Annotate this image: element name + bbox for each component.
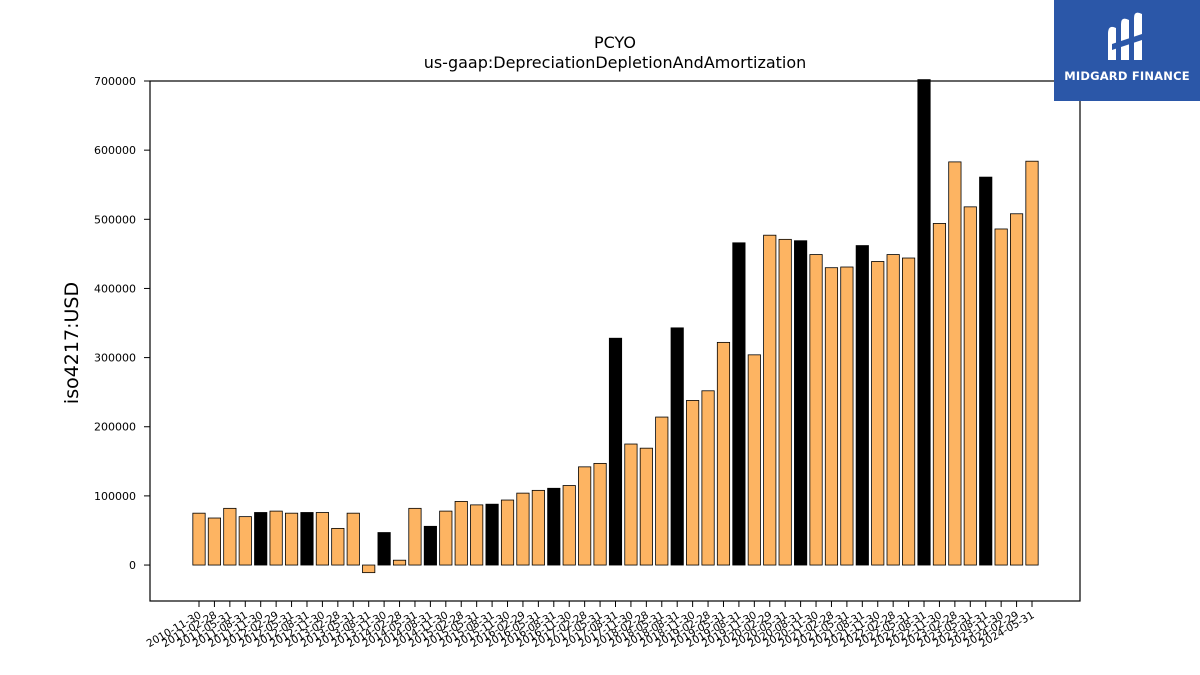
bar-2018-08-31	[670, 327, 684, 566]
bar-2021-02-28	[824, 267, 839, 566]
bar-2017-02-28	[578, 466, 592, 566]
bar-2012-11-30	[315, 512, 329, 566]
bar-2010-11-30	[192, 512, 206, 566]
y-tick-label: 400000	[94, 282, 136, 295]
bar-2013-02-28	[331, 527, 345, 566]
bar-2016-08-31	[547, 487, 561, 566]
bar-2023-02-28	[948, 161, 962, 566]
bar-2022-08-31	[917, 79, 931, 566]
y-tick-label: 300000	[94, 352, 136, 365]
bars-group	[192, 79, 1039, 574]
bar-2018-11-30	[686, 400, 700, 566]
bar-2019-02-28	[701, 390, 715, 566]
y-tick-label: 500000	[94, 213, 136, 226]
bar-2014-02-28	[392, 559, 407, 566]
logo-icon	[1108, 12, 1142, 61]
chart-subtitle: us-gaap:DepreciationDepletionAndAmortiza…	[424, 53, 807, 72]
y-tick-label: 100000	[94, 490, 136, 503]
y-tick-label: 200000	[94, 421, 136, 434]
y-tick-label: 0	[129, 559, 136, 572]
y-axis-label: iso4217:USD	[61, 282, 83, 404]
bar-2021-05-31	[840, 266, 854, 566]
bar-2023-08-31	[979, 176, 993, 566]
bar-2011-02-28	[207, 517, 221, 566]
bar-2015-11-30	[500, 499, 515, 566]
bar-2022-05-31	[902, 257, 916, 566]
bar-2020-02-29	[763, 234, 777, 566]
brand-name: MIDGARD FINANCE	[1064, 69, 1190, 83]
chart-title: PCYO	[594, 33, 636, 52]
bar-2023-05-31	[963, 206, 977, 566]
bar-2014-08-31	[423, 525, 437, 566]
bar-2017-05-31	[593, 462, 607, 566]
bar-2016-02-29	[516, 492, 530, 566]
plot-frame	[149, 80, 1081, 602]
bar-2011-05-31	[223, 507, 237, 566]
bar-2022-11-30	[932, 223, 947, 566]
bar-2019-08-31	[732, 242, 746, 566]
bar-2017-11-30	[624, 443, 638, 566]
bar-2022-02-28	[886, 254, 900, 566]
bar-2024-05-31	[1025, 160, 1039, 566]
bar-2019-05-31	[716, 341, 731, 566]
bar-2020-08-31	[794, 240, 808, 566]
bar-2018-02-28	[639, 447, 653, 566]
y-tick-label: 700000	[94, 75, 136, 88]
bar-2016-11-30	[562, 485, 576, 566]
bar-2020-05-31	[778, 238, 792, 566]
bar-2021-11-30	[871, 261, 885, 566]
bar-2023-11-30	[994, 228, 1008, 566]
bar-2012-02-29	[269, 510, 283, 566]
bar-2015-08-31	[485, 503, 499, 566]
bar-2021-08-31	[855, 245, 869, 566]
bar-2015-02-28	[454, 501, 468, 566]
bar-2016-05-31	[531, 489, 545, 566]
bar-2014-11-30	[439, 510, 453, 566]
bar-2018-05-31	[655, 416, 669, 566]
bar-2017-08-31	[608, 337, 623, 566]
bar-2013-05-31	[346, 512, 360, 566]
bar-2024-02-29	[1010, 213, 1024, 566]
bar-2020-11-30	[809, 254, 823, 566]
x-axis-ticks: 2010-11-302011-02-282011-05-312011-08-31…	[145, 601, 1037, 650]
brand-logo: MIDGARD FINANCE	[1054, 0, 1200, 101]
bar-2012-05-31	[284, 512, 299, 566]
y-tick-label: 600000	[94, 144, 136, 157]
bar-2014-05-31	[408, 507, 422, 566]
bar-2011-11-30	[254, 512, 268, 566]
bar-2011-08-31	[238, 516, 252, 566]
bar-2013-08-31	[362, 564, 376, 574]
bar-2015-05-31	[470, 504, 484, 566]
bar-2019-11-30	[747, 354, 761, 566]
y-axis-ticks: 0 100000 200000 300000 400000 500000 600000 700…	[94, 75, 150, 572]
bar-2013-11-30	[377, 532, 391, 566]
bar-2012-08-31	[300, 512, 314, 566]
